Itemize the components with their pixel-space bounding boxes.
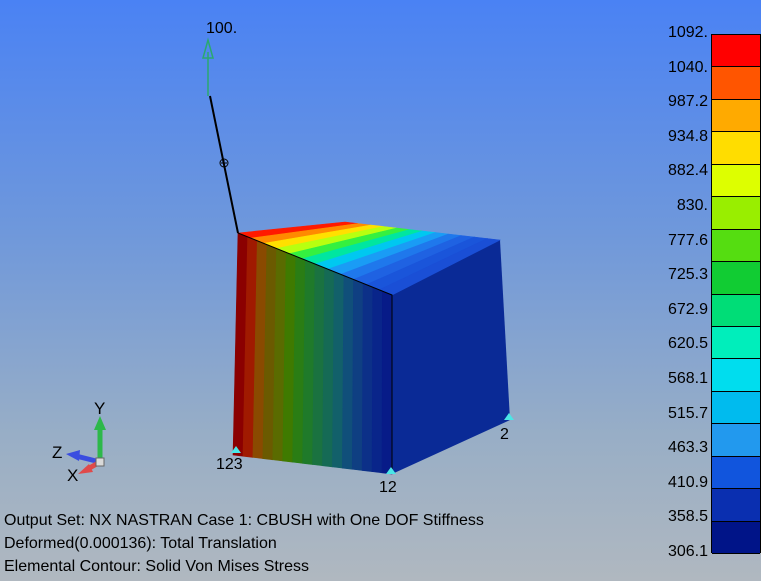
legend-swatch bbox=[712, 99, 760, 133]
legend-swatch bbox=[712, 326, 760, 360]
legend-swatch bbox=[712, 391, 760, 425]
legend-value: 620.5 bbox=[667, 335, 708, 353]
legend-swatch bbox=[712, 164, 760, 198]
legend-value: 358.5 bbox=[667, 508, 708, 526]
view-triad bbox=[66, 416, 106, 474]
cbush-node-marker[interactable] bbox=[219, 158, 229, 168]
legend-swatch bbox=[712, 424, 760, 457]
legend-value: 463.3 bbox=[667, 439, 708, 457]
legend-swatch bbox=[712, 521, 760, 554]
legend-value: 934.8 bbox=[667, 127, 708, 145]
node-marker-2[interactable] bbox=[504, 413, 514, 420]
node-marker-12[interactable] bbox=[386, 467, 396, 474]
legend-swatch bbox=[712, 359, 760, 392]
cube-front-face bbox=[232, 232, 393, 475]
legend-value: 882.4 bbox=[667, 162, 708, 180]
triad-y-label: Y bbox=[94, 399, 106, 418]
triad-z-label: Z bbox=[52, 443, 63, 462]
legend-swatch bbox=[712, 132, 760, 165]
legend-swatch bbox=[712, 262, 760, 295]
node-label-123: 123 bbox=[216, 456, 243, 473]
node-label-2: 2 bbox=[500, 426, 509, 443]
load-value-label: 100. bbox=[206, 20, 238, 37]
legend-value: 1040. bbox=[667, 58, 708, 76]
front-face-band bbox=[361, 282, 374, 472]
legend-swatch bbox=[712, 489, 760, 522]
front-face-band bbox=[351, 279, 364, 471]
legend-swatch bbox=[712, 294, 760, 327]
legend-value: 830. bbox=[676, 197, 708, 214]
legend-swatch bbox=[712, 35, 760, 68]
info-contour: Elemental Contour: Solid Von Mises Stres… bbox=[4, 558, 310, 575]
legend-value: 410.9 bbox=[667, 473, 708, 491]
cube-right-face bbox=[392, 240, 510, 474]
load-arrow-head bbox=[202, 37, 214, 59]
legend-value: 672.9 bbox=[667, 300, 708, 318]
legend-value: 568.1 bbox=[667, 370, 708, 387]
contour-legend-bar[interactable] bbox=[711, 34, 761, 554]
legend-value: 515.7 bbox=[667, 404, 708, 422]
legend-value: 1092. bbox=[667, 24, 708, 41]
legend-value: 987.2 bbox=[667, 93, 708, 111]
legend-swatch bbox=[712, 67, 760, 100]
node-marker-123[interactable] bbox=[231, 446, 241, 453]
contour-legend-values: 1092. 1040. 987.2 934.8 882.4 830. 777.6 725.3 6… bbox=[648, 20, 708, 580]
view-info-text: Output Set: NX NASTRAN Case 1: CBUSH wit… bbox=[4, 509, 484, 578]
legend-swatch bbox=[712, 456, 760, 490]
legend-value: 777.6 bbox=[667, 231, 708, 249]
legend-value: 725.3 bbox=[667, 266, 708, 284]
front-face-band bbox=[371, 286, 383, 474]
legend-swatch bbox=[712, 229, 760, 263]
front-face-band bbox=[342, 275, 354, 470]
front-face-band bbox=[332, 271, 345, 469]
info-deformed: Deformed(0.000136): Total Translation bbox=[4, 535, 277, 552]
legend-swatch bbox=[712, 197, 760, 230]
legend-value: 306.1 bbox=[667, 543, 708, 560]
node-label-12: 12 bbox=[379, 479, 397, 496]
cube-edges bbox=[237, 232, 393, 474]
info-output-set: Output Set: NX NASTRAN Case 1: CBUSH wit… bbox=[4, 512, 484, 529]
front-face-band bbox=[381, 290, 393, 475]
triad-x-label: X bbox=[67, 466, 79, 485]
